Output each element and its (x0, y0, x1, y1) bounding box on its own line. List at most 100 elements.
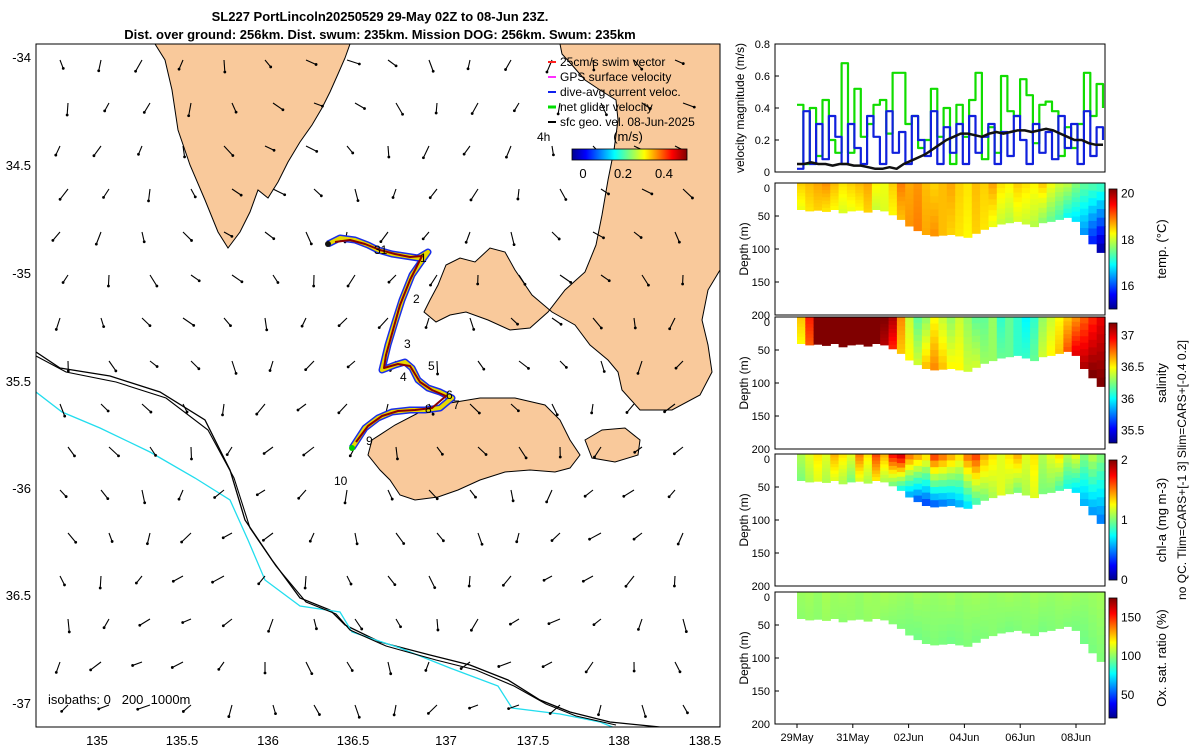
section-cell (855, 608, 865, 613)
section-cell (1088, 339, 1098, 348)
section-cell (946, 598, 956, 606)
section-cell (888, 336, 898, 342)
section-cell (988, 454, 998, 460)
geo-velocity-arrowhead (190, 457, 193, 461)
section-cell (963, 460, 973, 469)
section-cell (913, 495, 923, 503)
section-cell (797, 457, 806, 462)
section-cell (1005, 621, 1014, 628)
section-cell (1063, 479, 1073, 485)
section-cell (996, 317, 1006, 323)
section-cell (1080, 355, 1089, 363)
isobath-200-line (36, 391, 615, 727)
day-label-8: 8 (425, 402, 432, 416)
geo-velocity-arrowhead (223, 70, 227, 74)
section-cell (1030, 349, 1039, 356)
geo-velocity-arrowhead (225, 453, 229, 457)
geo-velocity-arrowhead (497, 665, 501, 668)
geo-velocity-arrow (338, 317, 348, 327)
section-cell (1021, 347, 1031, 354)
geo-velocity-arrow (228, 704, 233, 717)
geo-velocity-arrow (354, 188, 359, 201)
section-cell (1046, 596, 1056, 603)
section-cell (813, 206, 823, 211)
section-cell (838, 480, 848, 485)
section-cell (871, 605, 881, 610)
section-cell (980, 459, 989, 467)
geo-velocity-arrowhead (516, 197, 520, 201)
section-cell (905, 608, 915, 615)
geo-velocity-arrow (272, 704, 277, 714)
section-cell (996, 188, 1006, 194)
section-cell (1046, 206, 1056, 213)
section-cell (1046, 625, 1056, 631)
geo-velocity-arrow (510, 618, 520, 625)
section-cell (913, 200, 923, 208)
section-cell (1063, 213, 1073, 218)
section-cell (938, 618, 948, 626)
section-colorbar (1108, 322, 1118, 444)
geo-velocity-arrowhead (262, 538, 265, 542)
section-cell (1096, 209, 1106, 219)
section-cell (1055, 321, 1064, 327)
section-cell (871, 189, 881, 194)
section-cell (988, 486, 998, 493)
geo-velocity-arrow (422, 145, 430, 158)
section-cell (1021, 317, 1031, 323)
geo-velocity-arrow (182, 231, 192, 241)
geo-velocity-arrow (139, 618, 151, 626)
section-cell (830, 470, 840, 475)
geo-velocity-arrow (469, 489, 476, 498)
section-cell (1080, 228, 1089, 235)
section-cell (1005, 187, 1014, 194)
day-label-10: 10 (334, 474, 348, 488)
section-cell (1030, 221, 1039, 228)
geo-velocity-arrowhead (303, 586, 307, 590)
geo-velocity-arrow (231, 360, 237, 374)
section-cell (822, 478, 831, 483)
section-cell (971, 360, 981, 368)
geo-velocity-arrow (298, 489, 307, 499)
section-cell (1096, 462, 1106, 472)
section-cell (971, 342, 981, 349)
geo-velocity-arrowhead (599, 326, 603, 330)
geo-velocity-arrow (510, 403, 519, 412)
section-colorbar-label: Ox. sat. ratio (%) (1154, 609, 1169, 707)
section-cell (813, 320, 823, 325)
section-cell (855, 333, 865, 338)
section-cell (1055, 335, 1064, 341)
geo-velocity-arrow (392, 188, 397, 198)
section-cell (1096, 609, 1106, 619)
section-cell (880, 334, 890, 339)
geo-velocity-arrowhead (470, 112, 474, 115)
geo-velocity-arrow (313, 704, 320, 715)
geo-velocity-arrowhead (229, 324, 232, 328)
section-cell (871, 192, 881, 197)
geo-velocity-arrow (513, 102, 520, 112)
section-cell (805, 605, 815, 610)
section-cell (805, 457, 815, 462)
section-cell (980, 211, 989, 219)
section-cell (855, 189, 865, 194)
section-cell (963, 474, 973, 482)
section-cell (888, 328, 898, 334)
geo-velocity-arrow (551, 403, 558, 416)
section-cell (963, 203, 973, 211)
section-cell (813, 337, 823, 342)
section-cell (896, 335, 906, 341)
section-cell (813, 464, 823, 469)
section-cell (1021, 459, 1031, 465)
geo-velocity-arrowhead (197, 367, 201, 371)
section-colorbar-tick-16: 16 (1121, 279, 1135, 293)
section-cell (1030, 608, 1039, 615)
section-cell (1005, 331, 1014, 338)
section-cell (905, 193, 915, 200)
section-cell (1005, 336, 1014, 343)
geo-velocity-arrowhead (389, 672, 393, 676)
section-cell (921, 479, 931, 487)
section-cell (822, 200, 831, 205)
geo-velocity-arrow (549, 704, 561, 714)
section-cell (846, 193, 856, 198)
section-cell (1055, 192, 1064, 198)
section-cell (938, 215, 948, 223)
